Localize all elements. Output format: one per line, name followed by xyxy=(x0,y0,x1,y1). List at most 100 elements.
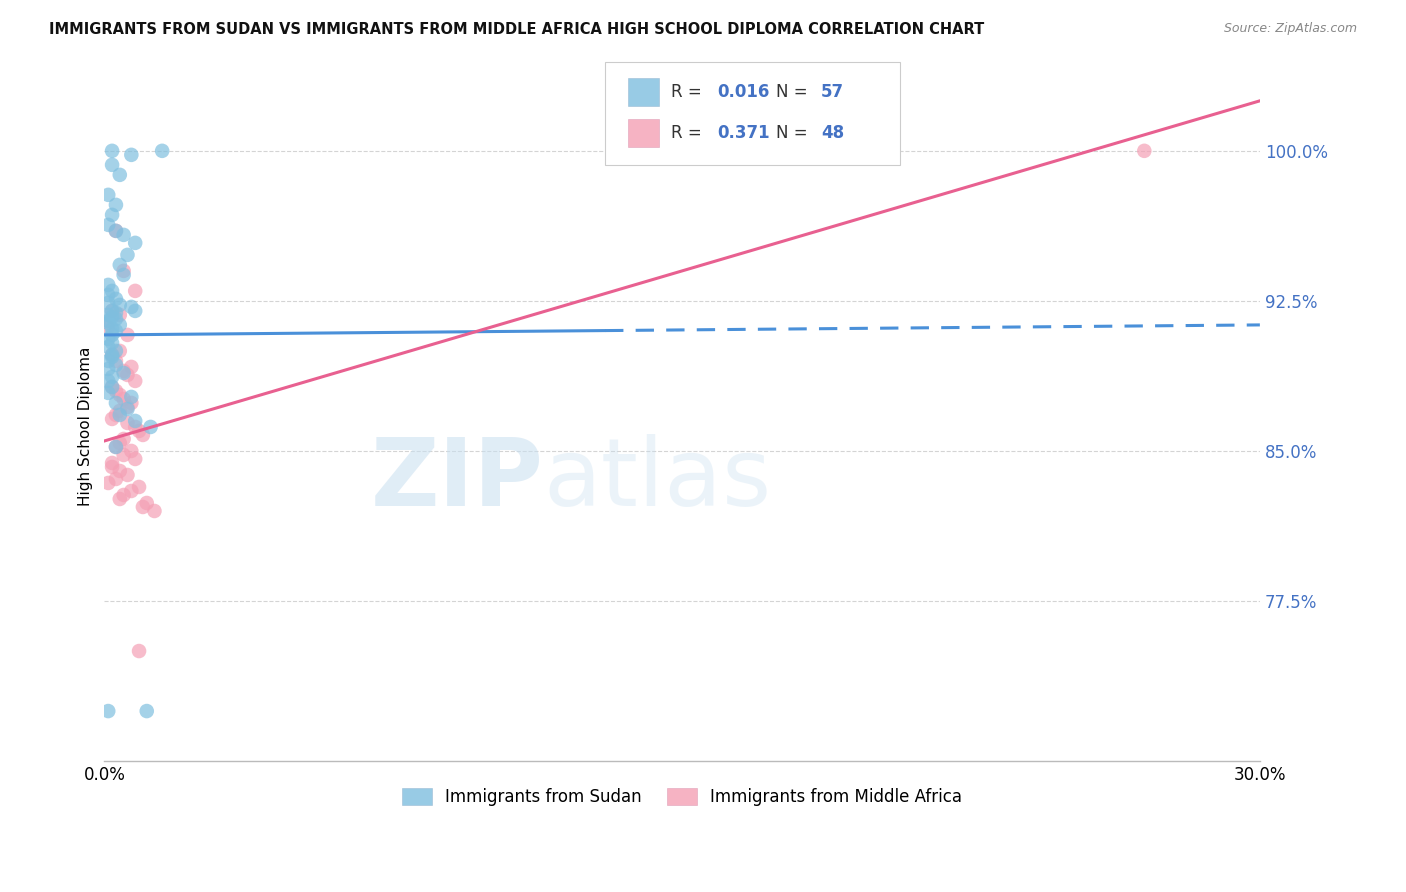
Point xyxy=(97,340,120,354)
Point xyxy=(108,388,131,402)
Point xyxy=(101,327,124,342)
Point xyxy=(150,144,173,158)
Point xyxy=(104,343,127,358)
Point xyxy=(97,354,120,368)
Point xyxy=(135,704,157,718)
Point xyxy=(101,158,124,172)
Text: 0.371: 0.371 xyxy=(717,124,769,142)
Point xyxy=(104,312,127,326)
Point xyxy=(97,314,120,328)
Point xyxy=(112,227,135,242)
Point xyxy=(117,368,139,382)
Point xyxy=(112,392,135,406)
Point xyxy=(108,491,131,506)
Point xyxy=(120,483,142,498)
Point xyxy=(108,298,131,312)
Point xyxy=(120,390,142,404)
Point xyxy=(104,472,127,486)
Point xyxy=(108,408,131,422)
Point xyxy=(117,400,139,414)
Point xyxy=(97,332,120,346)
Point xyxy=(120,396,142,410)
Point xyxy=(104,306,127,320)
Point xyxy=(101,456,124,470)
Point xyxy=(97,288,120,302)
Point xyxy=(112,432,135,446)
Point xyxy=(108,343,131,358)
Point xyxy=(124,304,146,318)
Point xyxy=(101,412,124,426)
Point xyxy=(117,401,139,416)
Point xyxy=(104,396,127,410)
Text: ZIP: ZIP xyxy=(371,434,544,525)
Point xyxy=(117,416,139,430)
Text: IMMIGRANTS FROM SUDAN VS IMMIGRANTS FROM MIDDLE AFRICA HIGH SCHOOL DIPLOMA CORRE: IMMIGRANTS FROM SUDAN VS IMMIGRANTS FROM… xyxy=(49,22,984,37)
Point xyxy=(112,488,135,502)
Point xyxy=(128,644,150,658)
Point xyxy=(97,308,120,322)
Point xyxy=(139,420,162,434)
Point xyxy=(112,364,135,378)
Point xyxy=(104,292,127,306)
Point xyxy=(104,198,127,212)
Point xyxy=(104,358,127,372)
Point xyxy=(124,235,146,250)
Point xyxy=(97,319,120,334)
Point xyxy=(101,350,124,364)
Text: R =: R = xyxy=(671,83,707,101)
Point xyxy=(97,277,120,292)
Point xyxy=(108,168,131,182)
Legend: Immigrants from Sudan, Immigrants from Middle Africa: Immigrants from Sudan, Immigrants from M… xyxy=(395,781,969,814)
Point xyxy=(101,460,124,475)
Point xyxy=(97,374,120,388)
Point xyxy=(104,384,127,398)
Point xyxy=(104,354,127,368)
Point xyxy=(104,408,127,422)
Text: Source: ZipAtlas.com: Source: ZipAtlas.com xyxy=(1223,22,1357,36)
Point xyxy=(97,296,120,310)
Point xyxy=(97,475,120,490)
Point xyxy=(104,224,127,238)
Point xyxy=(101,304,124,318)
Point xyxy=(97,218,120,232)
Point xyxy=(112,448,135,462)
Point xyxy=(101,348,124,362)
Point xyxy=(108,436,131,450)
Point xyxy=(101,304,124,318)
Point xyxy=(108,404,131,418)
Point xyxy=(117,248,139,262)
Text: R =: R = xyxy=(671,124,707,142)
Point xyxy=(101,370,124,384)
Point xyxy=(101,208,124,222)
Point xyxy=(124,284,146,298)
Text: atlas: atlas xyxy=(544,434,772,525)
Point xyxy=(108,464,131,478)
Point xyxy=(128,480,150,494)
Point xyxy=(101,144,124,158)
Point xyxy=(112,264,135,278)
Point xyxy=(120,444,142,458)
Point xyxy=(132,428,155,442)
Point xyxy=(104,224,127,238)
Text: 57: 57 xyxy=(821,83,844,101)
Point xyxy=(108,258,131,272)
Point xyxy=(124,414,146,428)
Point xyxy=(132,500,155,514)
Point xyxy=(101,284,124,298)
Point xyxy=(101,335,124,350)
Point xyxy=(101,310,124,324)
Point xyxy=(97,187,120,202)
Point xyxy=(97,386,120,401)
Point xyxy=(101,348,124,362)
Point xyxy=(104,440,127,454)
Point xyxy=(108,308,131,322)
Point xyxy=(120,148,142,162)
Point xyxy=(104,440,127,454)
Point xyxy=(135,496,157,510)
Point xyxy=(124,374,146,388)
Point xyxy=(97,704,120,718)
Point xyxy=(1133,144,1156,158)
Point xyxy=(117,467,139,482)
Text: 0.016: 0.016 xyxy=(717,83,769,101)
Point xyxy=(124,452,146,467)
